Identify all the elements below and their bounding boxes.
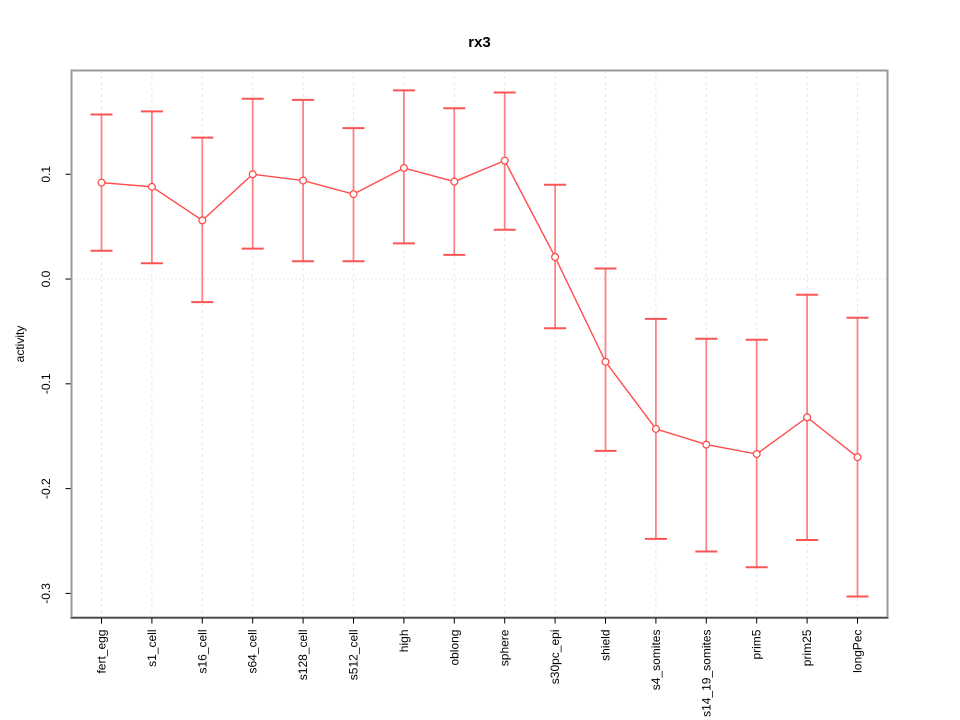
data-point — [399, 163, 408, 173]
data-point — [651, 424, 660, 433]
chart-dynamic-layer: 0.1 0.0 -0.1 -0.2 -0.3 fert_egg s1_cell s16_cel… — [39, 69, 889, 717]
chart-title: rx3 — [468, 34, 491, 51]
x-tick-label: high — [397, 630, 411, 653]
x-tick-label: sphere — [498, 629, 512, 666]
data-point — [450, 177, 459, 186]
x-tick-label: s1_cell — [145, 630, 159, 667]
y-tick-label: -0.2 — [39, 478, 53, 499]
data-point — [803, 413, 812, 422]
data-point — [299, 176, 308, 185]
x-tick-label: oblong — [447, 630, 461, 666]
y-tick-label: 0.0 — [39, 270, 53, 287]
data-point — [349, 190, 358, 199]
x-tick-label: s64_cell — [246, 630, 260, 674]
y-tick-label: 0.1 — [39, 166, 53, 183]
series-line — [101, 159, 858, 458]
data-point — [853, 453, 862, 462]
x-tick-label: shield — [599, 630, 613, 661]
y-tick-label: -0.1 — [39, 373, 53, 394]
x-tick-label: s4_somites — [649, 630, 663, 691]
x-tick-label: s30pc_epi — [548, 630, 562, 685]
data-point — [752, 449, 761, 459]
plot-box-border — [70, 69, 889, 619]
y-tick-label: -0.3 — [39, 583, 53, 604]
data-point — [248, 170, 257, 179]
data-point — [198, 216, 207, 225]
x-tick-label: fert_egg — [95, 630, 109, 674]
x-tick-label: s16_cell — [195, 630, 209, 674]
x-tick-label: s128_cell — [296, 630, 310, 681]
x-tick-label: prim25 — [800, 629, 814, 666]
y-axis-label: activity — [13, 326, 27, 363]
data-point — [97, 178, 106, 187]
x-tick-label: prim5 — [750, 629, 764, 659]
data-point — [601, 357, 610, 366]
x-tick-label: s512_cell — [347, 630, 361, 681]
data-point — [551, 252, 560, 262]
data-point — [702, 440, 711, 449]
data-point — [500, 156, 509, 165]
x-tick-label: longPec — [851, 630, 865, 673]
data-point — [147, 182, 156, 191]
x-tick-label: s14_19_somites — [699, 630, 713, 717]
